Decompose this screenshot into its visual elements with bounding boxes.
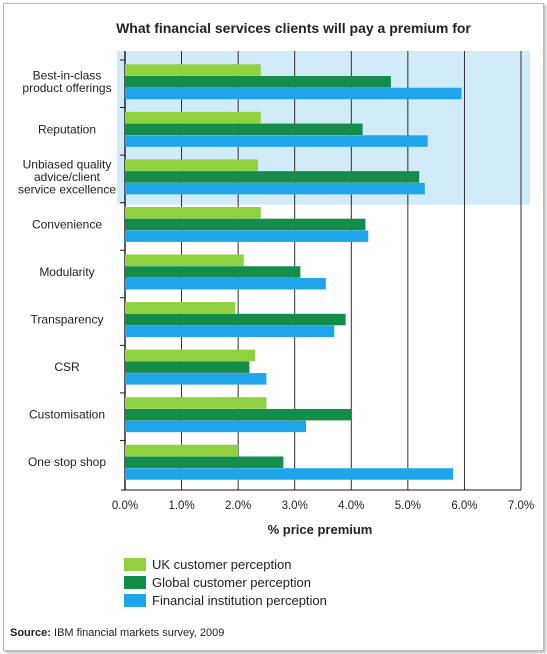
bar-fi-one-stop-shop [125,468,454,480]
category-label-line: advice/client [34,170,101,184]
legend-item-uk: UK customer perception [124,555,327,573]
category-label-modularity: Modularity [39,265,94,279]
chart-title: What financial services clients will pay… [116,20,471,36]
bar-fi-reputation [125,135,428,147]
x-tick-label: 1.0% [168,500,194,512]
category-label-line: Reputation [38,122,96,136]
bar-global-convenience [125,218,366,231]
bar-uk-unbiased-quality-advice-client-service-excellence [125,159,258,171]
legend: UK customer perception Global customer p… [124,555,327,609]
bar-global-csr [125,361,250,373]
bar-global-best-in-class-product-offerings [125,76,391,88]
bar-fi-convenience [125,230,369,242]
x-axis-label: % price premium [268,522,373,537]
category-label-transparency: Transparency [31,313,104,327]
category-label-customisation: Customisation [29,408,105,422]
category-label-line: CSR [54,360,80,374]
category-label-line: product offerings [22,81,111,95]
bar-fi-customisation [125,420,307,433]
category-label-reputation: Reputation [38,122,96,136]
bar-global-modularity [125,266,301,278]
legend-label-uk: UK customer perception [152,556,292,572]
category-label-unbiased-quality-advice-client-service-excellence: Unbiased quality advice/client service exc… [18,157,116,196]
category-label-convenience: Convenience [32,217,102,231]
bar-uk-modularity [125,254,244,267]
source-note: Source: IBM financial markets survey, 20… [10,627,224,639]
legend-label-fi: Financial institution perception [152,592,327,608]
category-label-line: service excellence [18,182,116,196]
bar-global-one-stop-shop [125,456,284,468]
category-label-line: Customisation [29,408,105,422]
source-text: IBM financial markets survey, 2009 [50,627,225,639]
bar-fi-csr [125,373,267,385]
x-tick-label: 2.0% [225,500,251,512]
x-tick-label: 7.0% [508,500,534,512]
bar-uk-best-in-class-product-offerings [125,64,261,76]
bar-uk-transparency [125,302,236,314]
category-label-one-stop-shop: One stop shop [28,455,106,469]
legend-swatch-fi [124,593,146,607]
bar-uk-customisation [125,397,267,409]
category-label-line: Modularity [39,265,94,279]
x-tick-label: 5.0% [395,500,421,512]
category-label-line: Best-in-class [33,69,102,83]
category-label-line: One stop shop [28,455,106,469]
x-tick-label: 3.0% [282,500,308,512]
bar-fi-unbiased-quality-advice-client-service-excellence [125,182,425,195]
x-tick-label: 0.0% [112,500,138,512]
category-label-line: Transparency [31,313,104,327]
category-label-line: Unbiased quality [23,157,112,171]
legend-item-global: Global customer perception [124,573,327,591]
bar-global-unbiased-quality-advice-client-service-excellence [125,171,420,183]
legend-swatch-uk [124,557,146,571]
legend-item-fi: Financial institution perception [124,591,327,609]
bar-fi-best-in-class-product-offerings [125,87,462,100]
bar-global-transparency [125,313,346,326]
bar-fi-transparency [125,325,335,338]
bar-uk-convenience [125,206,261,219]
x-tick-label: 6.0% [451,500,477,512]
bar-uk-reputation [125,111,261,124]
x-tick-label: 4.0% [338,500,364,512]
category-label-line: Convenience [32,217,102,231]
bar-fi-modularity [125,277,326,290]
bar-global-reputation [125,123,363,136]
category-label-best-in-class-product-offerings: Best-in-class product offerings [22,69,111,96]
source-label: Source: [10,627,51,639]
bar-global-customisation [125,408,352,421]
bar-uk-one-stop-shop [125,444,239,457]
legend-label-global: Global customer perception [152,574,311,590]
legend-swatch-global [124,575,146,589]
category-label-csr: CSR [54,360,80,374]
bar-uk-csr [125,349,256,362]
